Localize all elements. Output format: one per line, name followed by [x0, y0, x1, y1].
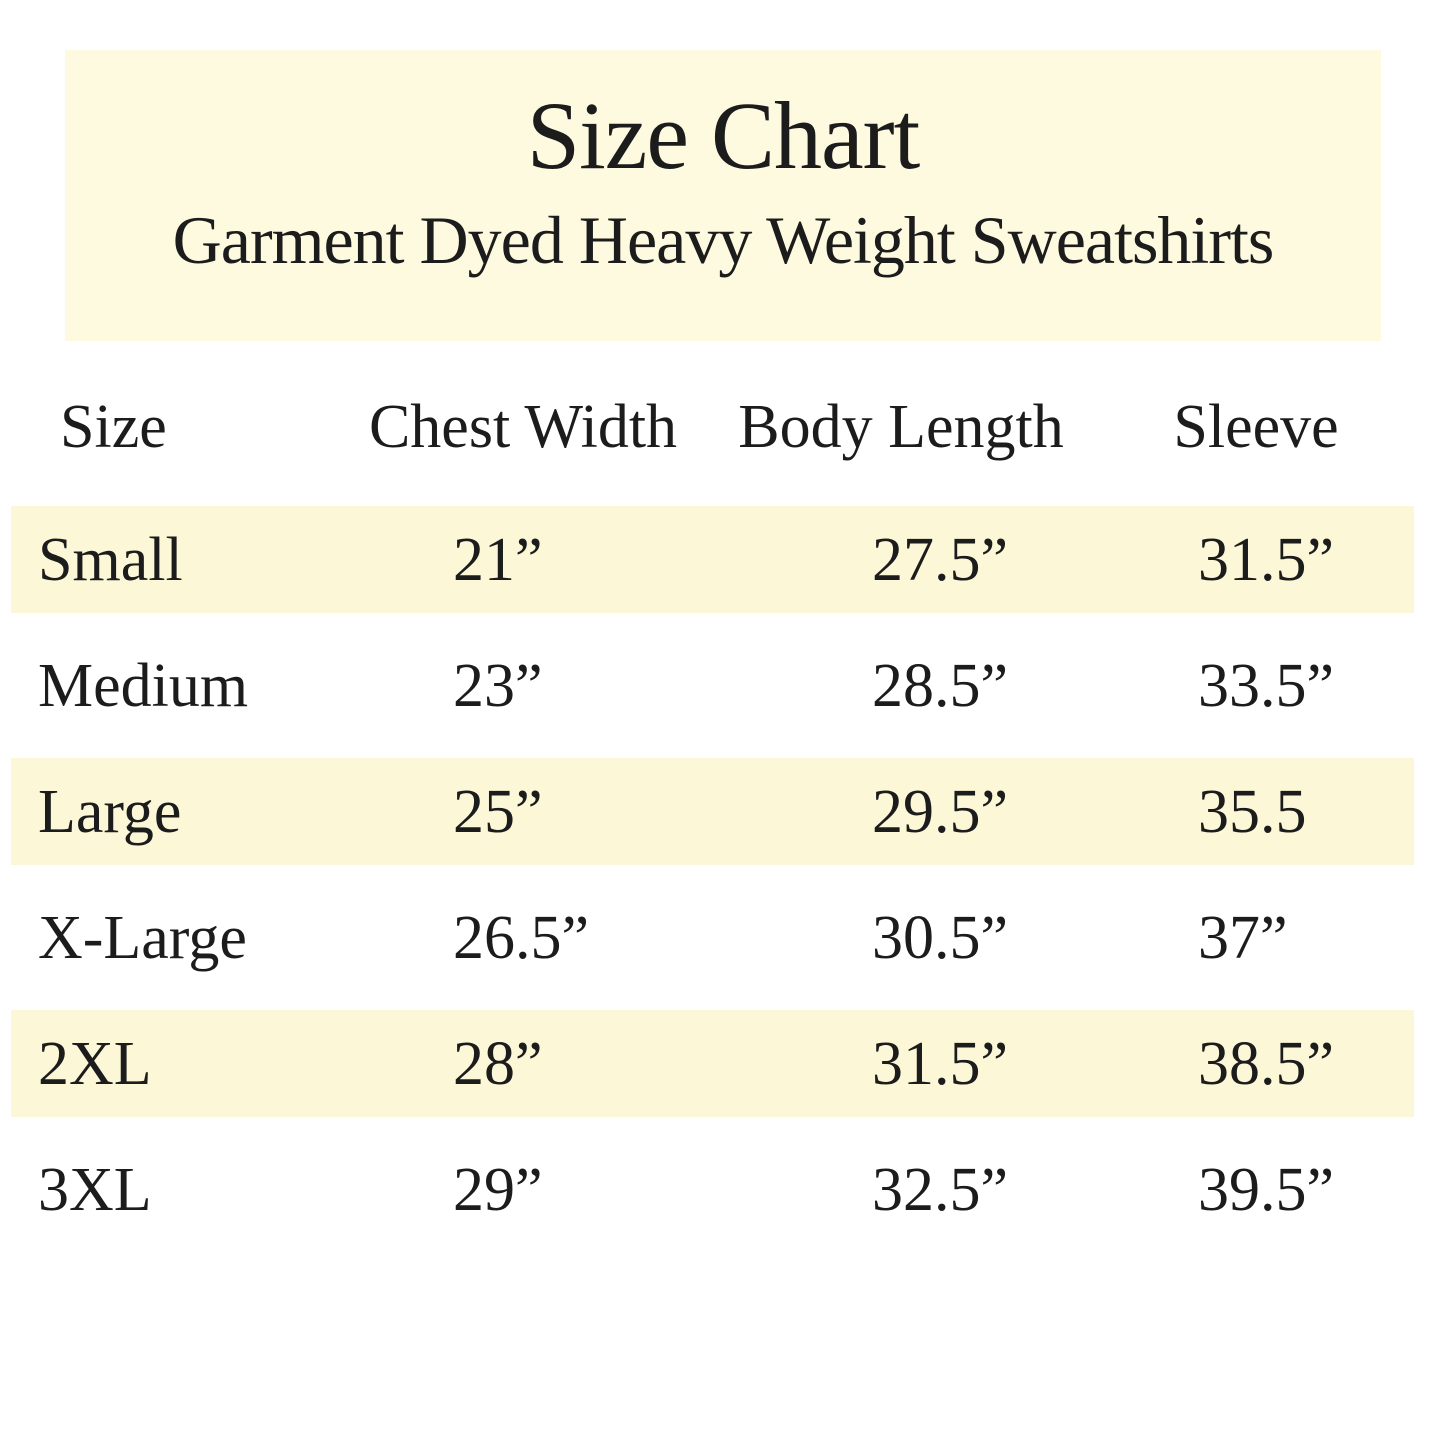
page-title: Size Chart: [526, 82, 921, 189]
table-header-row: Size Chest Width Body Length Sleeve: [0, 392, 1445, 482]
table-row-small: Small 21” 27.5” 31.5”: [11, 506, 1414, 613]
sleeve-cell: 35.5: [1198, 777, 1307, 846]
header-box: Size Chart Garment Dyed Heavy Weight Swe…: [65, 50, 1381, 341]
body-length-cell: 30.5”: [872, 903, 1009, 972]
column-header-size: Size: [60, 393, 167, 461]
body-length-cell: 29.5”: [872, 777, 1009, 846]
table-row-large: Large 25” 29.5” 35.5: [11, 758, 1414, 865]
chest-width-cell: 29”: [453, 1155, 543, 1224]
size-table: Small 21” 27.5” 31.5” Medium 23” 28.5” 3…: [11, 506, 1414, 1262]
sleeve-cell: 31.5”: [1198, 525, 1335, 594]
table-row-2xl: 2XL 28” 31.5” 38.5”: [11, 1010, 1414, 1117]
size-cell: Small: [38, 525, 183, 594]
table-row-x-large: X-Large 26.5” 30.5” 37”: [11, 884, 1414, 991]
body-length-cell: 32.5”: [872, 1155, 1009, 1224]
sleeve-cell: 33.5”: [1198, 651, 1335, 720]
column-header-sleeve: Sleeve: [1173, 393, 1339, 461]
chest-width-cell: 28”: [453, 1029, 543, 1098]
table-row-3xl: 3XL 29” 32.5” 39.5”: [11, 1136, 1414, 1243]
chest-width-cell: 26.5”: [453, 903, 590, 972]
size-cell: 3XL: [38, 1155, 152, 1224]
chest-width-cell: 25”: [453, 777, 543, 846]
body-length-cell: 28.5”: [872, 651, 1009, 720]
column-header-body-length: Body Length: [738, 393, 1064, 461]
body-length-cell: 27.5”: [872, 525, 1009, 594]
sleeve-cell: 37”: [1198, 903, 1288, 972]
table-row-medium: Medium 23” 28.5” 33.5”: [11, 632, 1414, 739]
size-cell: Medium: [38, 651, 249, 720]
size-cell: 2XL: [38, 1029, 152, 1098]
chest-width-cell: 23”: [453, 651, 543, 720]
column-header-chest-width: Chest Width: [368, 393, 678, 461]
page-subtitle: Garment Dyed Heavy Weight Sweatshirts: [172, 202, 1275, 278]
sleeve-cell: 38.5”: [1198, 1029, 1335, 1098]
size-cell: X-Large: [38, 903, 247, 972]
size-cell: Large: [38, 777, 182, 846]
body-length-cell: 31.5”: [872, 1029, 1009, 1098]
chest-width-cell: 21”: [453, 525, 543, 594]
sleeve-cell: 39.5”: [1198, 1155, 1335, 1224]
